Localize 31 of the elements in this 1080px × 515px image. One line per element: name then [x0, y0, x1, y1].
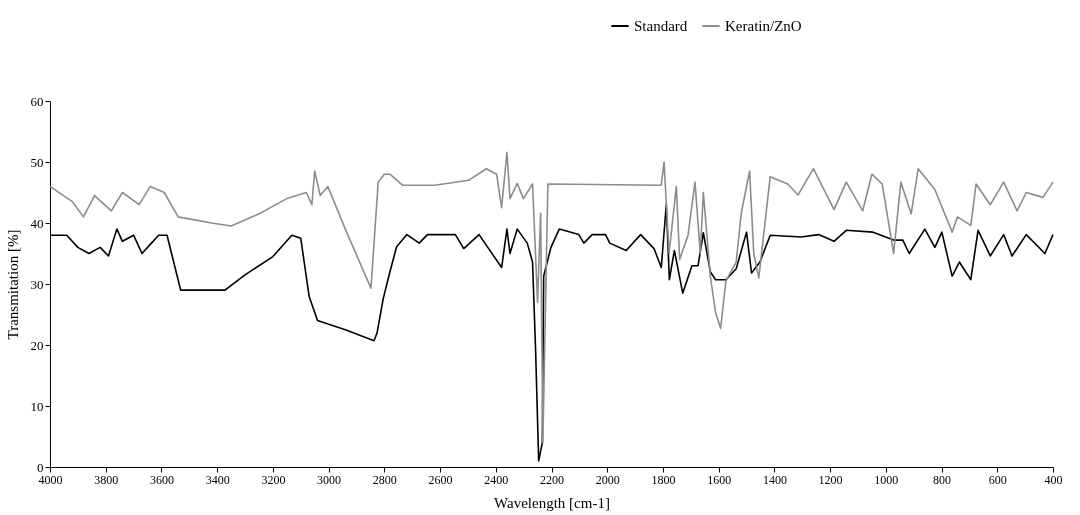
legend-label: Standard: [634, 18, 688, 34]
x-tick-label: 400: [1044, 472, 1063, 487]
x-tick-label: 2000: [595, 472, 620, 487]
x-tick-label: 1000: [874, 472, 899, 487]
y-tick-label: 20: [30, 337, 44, 353]
x-tick-label: 1800: [651, 472, 676, 487]
line-series: [49, 151, 1054, 444]
x-tick-label: 3600: [149, 472, 174, 487]
x-tick-label: 3200: [261, 472, 286, 487]
x-tick-label: 3000: [317, 472, 342, 487]
x-tick-label: 2800: [372, 472, 397, 487]
x-tick-label: 2200: [540, 472, 564, 487]
x-tick-label: 3800: [94, 472, 119, 487]
y-tick-label: 50: [30, 154, 44, 170]
y-tick-label: 10: [30, 398, 44, 414]
x-tick-label: 1600: [707, 472, 732, 487]
x-tick-label: 800: [933, 472, 952, 487]
y-tick-label: 60: [30, 93, 44, 109]
x-tick-label: 4000: [38, 472, 63, 487]
x-tick-label: 2600: [428, 472, 453, 487]
x-tick-label: 600: [988, 472, 1007, 487]
y-tick-label: 40: [30, 215, 44, 231]
y-tick-label: 30: [30, 276, 44, 292]
x-tick-label: 2400: [484, 472, 509, 487]
x-tick-label: 1400: [762, 472, 787, 487]
x-tick-label: 3400: [205, 472, 230, 487]
x-tick-label: 1200: [818, 472, 843, 487]
x-axis-title: Wavelength [cm-1]: [494, 494, 610, 511]
legend-label: Keratin/ZnO: [725, 18, 802, 34]
y-axis-title: Transmitation [%]: [4, 229, 21, 340]
y-tick-label: 0: [37, 459, 44, 475]
